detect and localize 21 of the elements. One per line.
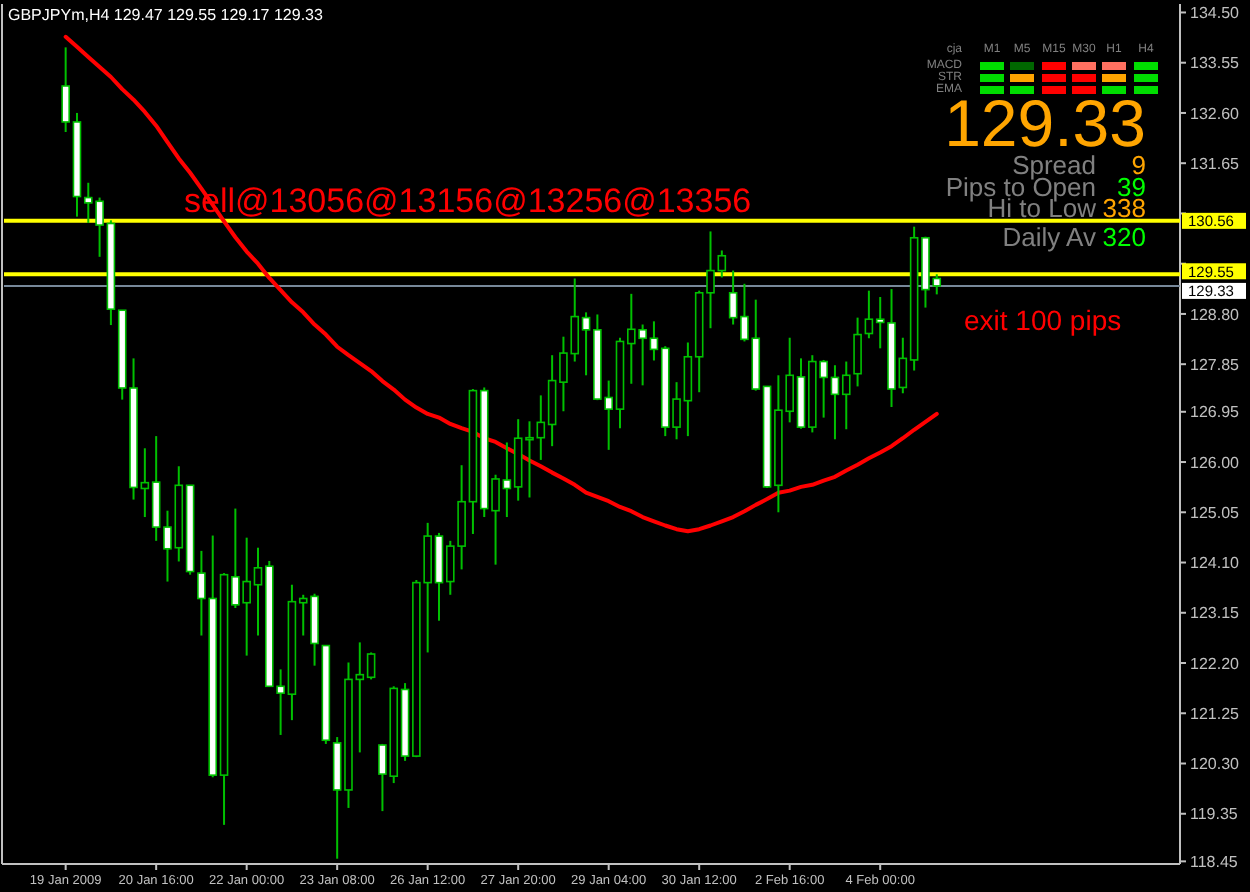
y-tick-label: 128.80 bbox=[1190, 305, 1241, 324]
y-tick-label: 125.05 bbox=[1190, 503, 1241, 522]
annotation: exit 100 pips bbox=[964, 304, 1122, 336]
y-tick-label: 126.95 bbox=[1190, 403, 1241, 422]
y-tick-label: 132.60 bbox=[1190, 104, 1241, 123]
y-tick-label: 133.55 bbox=[1190, 54, 1241, 73]
chart-title: GBPJPYm,H4 129.47 129.55 129.17 129.33 bbox=[8, 6, 324, 24]
y-tick-label: 131.65 bbox=[1190, 154, 1241, 173]
annotation: 9 bbox=[1131, 150, 1146, 180]
y-tick-label: 134.50 bbox=[1190, 4, 1241, 23]
y-tick-label: 118.45 bbox=[1190, 852, 1239, 871]
y-tick-label: 123.15 bbox=[1190, 604, 1241, 623]
annotation: Daily Av bbox=[1002, 222, 1097, 252]
y-tick-label: 126.00 bbox=[1190, 453, 1241, 472]
y-tick-label: 122.20 bbox=[1190, 654, 1241, 673]
y-tick-label: 127.85 bbox=[1190, 355, 1241, 374]
y-tick-label: 124.10 bbox=[1190, 554, 1241, 573]
annotation: 320 bbox=[1102, 222, 1146, 252]
y-tick-label: 119.35 bbox=[1190, 805, 1239, 824]
y-tick-label: 121.25 bbox=[1190, 704, 1241, 723]
y-tick-label: 120.30 bbox=[1190, 755, 1241, 774]
